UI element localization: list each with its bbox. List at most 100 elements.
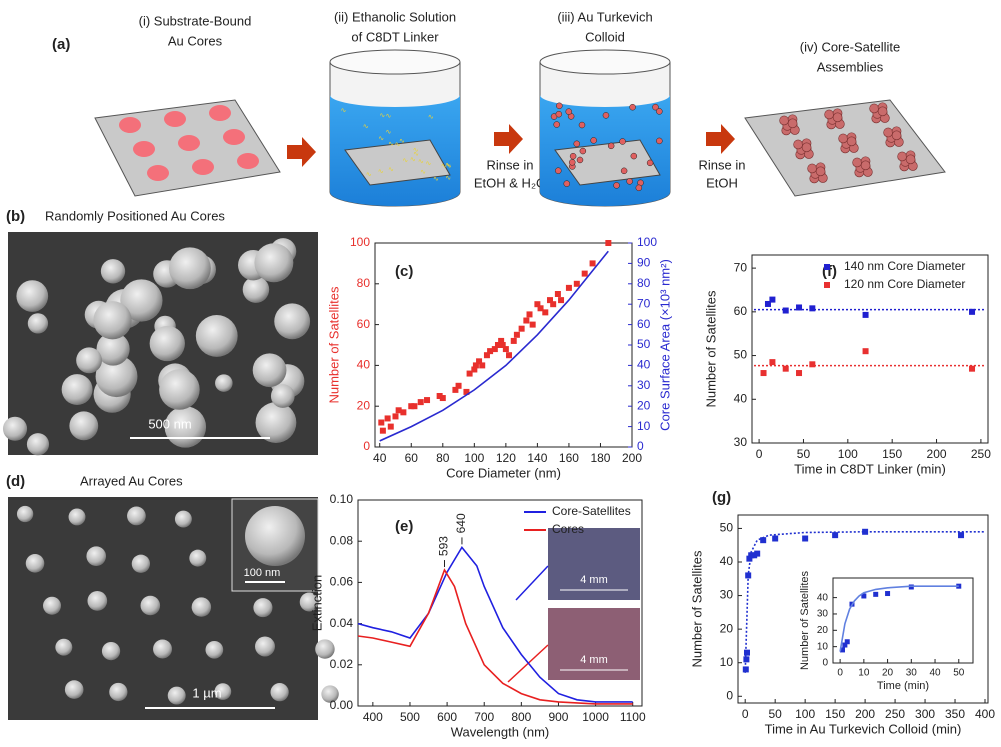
point bbox=[845, 639, 850, 644]
y-tick-label: 20 bbox=[817, 625, 829, 636]
satellite bbox=[574, 141, 580, 147]
point bbox=[519, 326, 525, 332]
linker: ∿ bbox=[379, 112, 385, 119]
y-tick-label: 20 bbox=[357, 398, 371, 412]
core bbox=[133, 141, 155, 157]
particle bbox=[898, 152, 907, 161]
x-tick-label: 40 bbox=[373, 451, 387, 465]
satellite bbox=[627, 178, 633, 184]
x-tick-label: 1100 bbox=[620, 710, 646, 724]
point bbox=[863, 312, 869, 318]
point bbox=[809, 305, 815, 311]
y-tick-label: 40 bbox=[720, 554, 734, 568]
sem-particle bbox=[255, 637, 275, 657]
y2-tick-label: 20 bbox=[637, 398, 651, 412]
point bbox=[378, 420, 384, 426]
point bbox=[550, 301, 556, 307]
core bbox=[223, 129, 245, 145]
y2-tick-label: 100 bbox=[637, 235, 657, 249]
satellite bbox=[620, 138, 626, 144]
step-label: Assemblies bbox=[817, 59, 884, 74]
particle bbox=[884, 128, 893, 137]
point bbox=[566, 285, 572, 291]
linker: ∿ bbox=[399, 138, 405, 145]
y-tick-label: 30 bbox=[817, 609, 829, 620]
satellite bbox=[556, 103, 562, 109]
y2-tick-label: 90 bbox=[637, 256, 651, 270]
rinse-label: Rinse in bbox=[699, 157, 746, 172]
point bbox=[511, 338, 517, 344]
y2-tick-label: 60 bbox=[637, 317, 651, 331]
linker: ∿ bbox=[340, 107, 346, 114]
satellite bbox=[630, 104, 636, 110]
linker: ∿ bbox=[366, 172, 372, 179]
y-tick-label: 50 bbox=[720, 521, 734, 535]
particle bbox=[878, 107, 887, 116]
linker: ∿ bbox=[426, 160, 432, 167]
step-label: (iii) Au Turkevich bbox=[557, 9, 652, 24]
panel-label: (b) bbox=[6, 208, 25, 225]
y-tick-label: 40 bbox=[817, 592, 829, 603]
step-label: (i) Substrate-Bound bbox=[139, 13, 252, 28]
y-axis-label: Number of Satellites bbox=[703, 290, 718, 408]
sem-particle bbox=[159, 369, 200, 410]
linker: ∿ bbox=[388, 167, 394, 174]
point bbox=[873, 592, 878, 597]
point bbox=[392, 413, 398, 419]
legend-label: 120 nm Core Diameter bbox=[844, 277, 965, 291]
peak-label: 640 bbox=[454, 513, 468, 533]
point bbox=[530, 322, 536, 328]
point bbox=[863, 348, 869, 354]
point bbox=[958, 532, 964, 538]
point bbox=[388, 424, 394, 430]
x-tick-label: 20 bbox=[882, 668, 894, 679]
point bbox=[380, 428, 386, 434]
pointer bbox=[516, 566, 548, 600]
y-tick-label: 0.06 bbox=[330, 575, 354, 589]
satellite bbox=[555, 168, 561, 174]
y-tick-label: 40 bbox=[357, 358, 371, 372]
satellite bbox=[554, 122, 560, 128]
y-tick-label: 0.04 bbox=[330, 616, 354, 630]
point bbox=[527, 311, 533, 317]
y-tick-label: 0.00 bbox=[330, 698, 354, 712]
y-tick-label: 50 bbox=[734, 348, 748, 362]
y-tick-label: 10 bbox=[817, 641, 829, 652]
satellite bbox=[656, 138, 662, 144]
sem-particle bbox=[192, 597, 211, 616]
step-label: Colloid bbox=[585, 29, 625, 44]
sem-particle bbox=[243, 276, 269, 302]
x-tick-label: 200 bbox=[622, 451, 642, 465]
sem-particle bbox=[93, 301, 131, 339]
linker: ∿ bbox=[385, 129, 391, 136]
y2-tick-label: 10 bbox=[637, 419, 651, 433]
particle bbox=[816, 167, 825, 176]
peak-label: 593 bbox=[437, 536, 451, 556]
beaker bbox=[540, 50, 670, 206]
point bbox=[796, 304, 802, 310]
sem-particle bbox=[69, 508, 86, 525]
scale-label: 4 mm bbox=[580, 654, 608, 666]
x-axis-label: Wavelength (nm) bbox=[451, 724, 550, 739]
y-tick-label: 0.10 bbox=[330, 492, 354, 506]
scale-label: 4 mm bbox=[580, 574, 608, 586]
point bbox=[479, 362, 485, 368]
x-tick-label: 700 bbox=[474, 710, 494, 724]
satellite bbox=[656, 108, 662, 114]
panel-label: (c) bbox=[395, 263, 413, 280]
x-tick-label: 150 bbox=[882, 447, 902, 461]
point bbox=[456, 383, 462, 389]
panel-label: (a) bbox=[52, 36, 70, 53]
y-axis-label: Number of Satellites bbox=[326, 286, 341, 404]
line bbox=[380, 251, 609, 441]
x-tick-label: 40 bbox=[929, 668, 941, 679]
point bbox=[809, 361, 815, 367]
point bbox=[783, 366, 789, 372]
sem-particle bbox=[206, 641, 224, 659]
sem-particle bbox=[274, 303, 310, 339]
x-tick-label: 120 bbox=[496, 451, 516, 465]
particle bbox=[906, 155, 915, 164]
x-tick-label: 80 bbox=[436, 451, 450, 465]
x-tick-label: 250 bbox=[885, 707, 905, 721]
particle bbox=[847, 137, 856, 146]
